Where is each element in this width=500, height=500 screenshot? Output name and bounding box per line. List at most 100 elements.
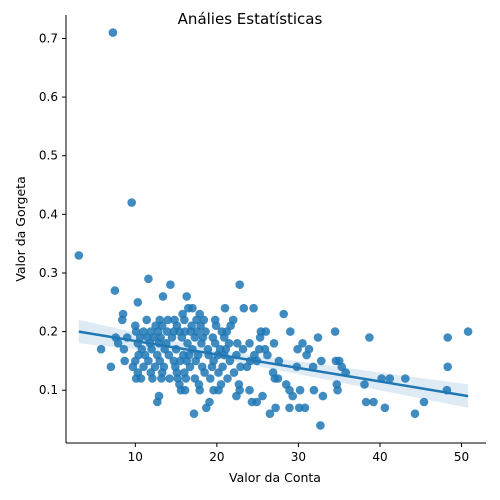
regression-layer [78, 330, 469, 398]
axes-layer: 10 20 30 40 50 0.1 0.2 0.3 0.4 0.5 0.6 0.7 [39, 15, 486, 464]
y-tick-label: 0.3 [39, 266, 58, 280]
data-point [153, 397, 162, 407]
data-point [148, 374, 157, 383]
data-point [279, 309, 289, 319]
data-point [232, 391, 241, 401]
data-point [235, 280, 244, 290]
data-point [298, 339, 307, 348]
data-point [274, 356, 284, 366]
data-point [333, 385, 342, 395]
x-tick-label: 50 [454, 450, 469, 464]
data-point [285, 403, 294, 413]
data-point [369, 397, 378, 407]
data-point [233, 339, 242, 348]
data-point [175, 356, 185, 366]
data-point [197, 339, 206, 348]
data-point [108, 28, 118, 37]
data-point [265, 409, 275, 419]
data-point [385, 374, 395, 383]
data-point [288, 391, 298, 401]
data-point [219, 333, 229, 342]
data-point [166, 280, 175, 290]
data-point [158, 292, 168, 301]
data-point [207, 362, 217, 372]
x-axis-label: Valor da Conta [229, 470, 321, 485]
x-tick-label: 20 [209, 450, 224, 464]
data-point [119, 344, 129, 354]
data-point [202, 403, 211, 413]
data-point [380, 403, 390, 413]
data-point [164, 350, 174, 360]
data-point [360, 380, 369, 389]
data-point [110, 286, 120, 295]
data-point [220, 303, 230, 313]
data-point [300, 403, 310, 413]
data-point [236, 362, 245, 372]
data-point [144, 274, 153, 284]
data-point [181, 374, 191, 383]
data-point [214, 368, 223, 377]
data-point [118, 315, 127, 325]
data-point [139, 362, 148, 372]
x-tick-label: 30 [291, 450, 306, 464]
data-point [191, 356, 200, 366]
y-tick-label: 0.5 [39, 149, 58, 163]
data-point [142, 315, 151, 325]
y-tick-label: 0.7 [39, 31, 58, 45]
data-point [96, 344, 106, 354]
y-tick-label: 0.2 [39, 325, 58, 339]
data-point [190, 333, 200, 342]
data-point [245, 339, 254, 348]
data-point [330, 327, 340, 336]
data-point [214, 385, 223, 395]
data-point [273, 374, 283, 383]
data-point [177, 333, 187, 342]
y-tick-label: 0.1 [39, 383, 58, 397]
y-tick-label: 0.4 [39, 207, 58, 221]
data-point [263, 350, 272, 360]
points-layer [74, 28, 473, 430]
data-point [271, 403, 280, 413]
data-point [361, 397, 371, 407]
data-point [463, 327, 473, 336]
x-tick-label: 10 [128, 450, 143, 464]
data-point [195, 385, 204, 395]
data-point [317, 356, 326, 366]
y-axis-label: Valor da Gorgeta [13, 176, 28, 281]
data-point [365, 333, 374, 342]
data-point [106, 362, 116, 372]
data-point [318, 391, 328, 401]
data-point [210, 339, 220, 348]
data-point [180, 315, 189, 325]
data-point [249, 303, 258, 313]
chart-title: Análies Estatísticas [178, 10, 323, 28]
data-point [165, 374, 174, 383]
data-point [182, 292, 191, 301]
data-point [128, 362, 138, 372]
data-point [316, 421, 325, 430]
data-point [229, 368, 239, 377]
data-point [144, 356, 153, 366]
data-point [261, 327, 271, 336]
data-point [167, 333, 177, 342]
data-point [242, 362, 252, 372]
data-point [443, 333, 453, 342]
data-point [120, 356, 129, 366]
data-point [252, 397, 262, 407]
data-point [157, 374, 166, 383]
data-point [295, 385, 305, 395]
data-point [239, 303, 249, 313]
data-point [302, 350, 311, 360]
data-point [410, 409, 420, 419]
data-point [419, 397, 429, 407]
data-point [74, 251, 84, 260]
data-point [180, 385, 190, 395]
data-point [238, 344, 248, 354]
data-point [245, 385, 254, 395]
data-point [189, 409, 199, 419]
data-point [286, 327, 295, 336]
data-point [225, 356, 235, 366]
data-point [147, 344, 156, 354]
data-point [211, 321, 221, 331]
